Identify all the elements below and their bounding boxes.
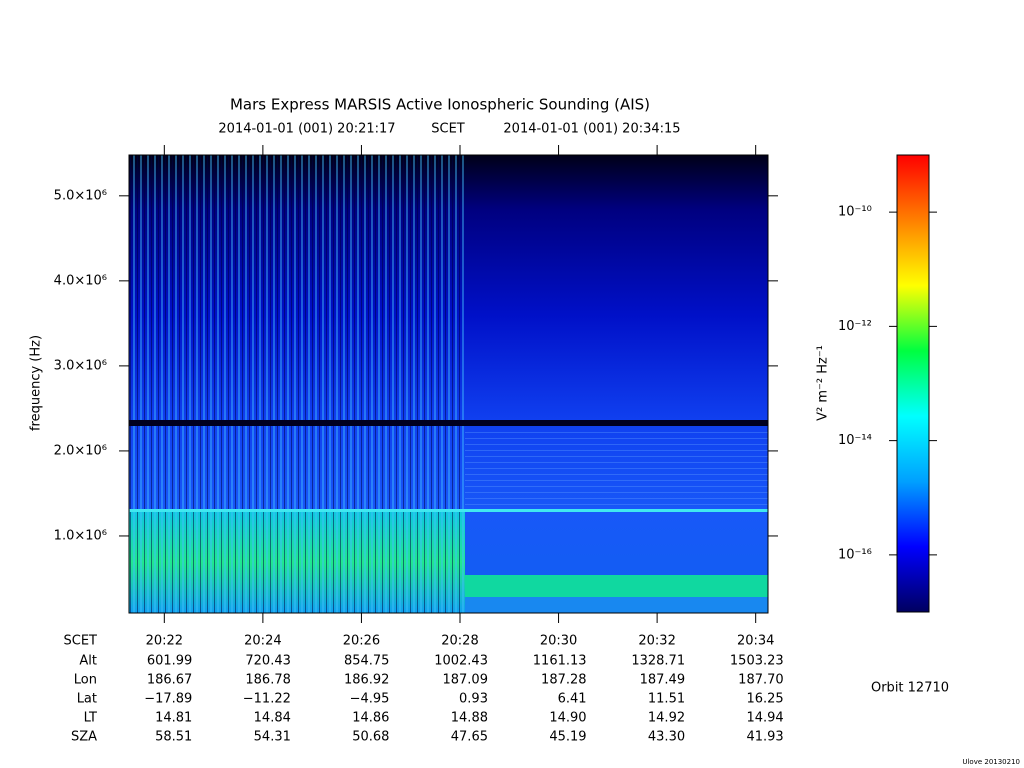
colorbar-tick-label: 10⁻¹⁶ <box>838 547 872 562</box>
ephemeris-value: 14.90 <box>549 711 586 726</box>
cyan-line <box>129 509 768 512</box>
ephemeris-value: 16.25 <box>746 692 783 707</box>
ephemeris-value: 45.19 <box>549 730 586 745</box>
x-tick-label: 20:28 <box>441 634 478 649</box>
ephemeris-value: 186.92 <box>344 673 390 688</box>
ephemeris-value: 1503.23 <box>730 654 784 669</box>
ephemeris-value: 1161.13 <box>533 654 587 669</box>
credit: Ulove 20130210 <box>962 758 1020 766</box>
orbit: Orbit 12710 <box>871 681 949 696</box>
ephemeris-value: 14.86 <box>352 711 389 726</box>
ephemeris-value: −11.22 <box>243 692 291 707</box>
dark-line <box>129 420 768 426</box>
chart-title: Mars Express MARSIS Active Ionospheric S… <box>230 96 650 114</box>
ephemeris-value: 854.75 <box>344 654 390 669</box>
y-tick-label: 4.0×10⁶ <box>54 273 107 288</box>
colorbar-tick-label: 10⁻¹⁰ <box>838 205 872 220</box>
plasma-echo-stripes <box>129 512 465 613</box>
end-time: 2014-01-01 (001) 20:34:15 <box>503 122 680 137</box>
x-tick-label: 20:30 <box>540 634 577 649</box>
harmonic-lines <box>465 430 768 510</box>
ephemeris-value: 186.67 <box>147 673 193 688</box>
start-time: 2014-01-01 (001) 20:21:17 <box>218 122 395 137</box>
x-tick-label: 20:34 <box>737 634 774 649</box>
ephemeris-value: −17.89 <box>144 692 192 707</box>
ephemeris-value: 43.30 <box>648 730 685 745</box>
ephemeris-value: 187.28 <box>541 673 587 688</box>
ephemeris-value: 47.65 <box>451 730 488 745</box>
ephemeris-value: 50.68 <box>352 730 389 745</box>
x-tick-label: 20:26 <box>343 634 380 649</box>
ephemeris-value: 1328.71 <box>631 654 685 669</box>
ephemeris-value: 187.70 <box>738 673 784 688</box>
ephemeris-value: 14.94 <box>746 711 783 726</box>
spectrogram <box>128 154 769 614</box>
colorbar-label: V² m⁻² Hz⁻¹ <box>816 345 831 421</box>
ephemeris-value: 1002.43 <box>434 654 488 669</box>
ephemeris-label: Alt <box>79 654 97 669</box>
x-tick-label: 20:32 <box>638 634 675 649</box>
ephemeris-label: Lat <box>77 692 97 707</box>
ephemeris-value: 58.51 <box>155 730 192 745</box>
y-tick-label: 5.0×10⁶ <box>54 188 107 203</box>
ephemeris-value: 186.78 <box>245 673 291 688</box>
plot-frame <box>128 154 769 614</box>
ephemeris-value: 14.84 <box>254 711 291 726</box>
ephemeris-value: 14.92 <box>648 711 685 726</box>
ephemeris-value: 54.31 <box>254 730 291 745</box>
ephemeris-label: LT <box>84 711 97 726</box>
x-tick-label: 20:24 <box>244 634 281 649</box>
ephemeris-label: SZA <box>71 730 97 745</box>
low-band-edge <box>465 597 768 613</box>
time-label: SCET <box>431 122 465 137</box>
x-row-label: SCET <box>64 634 98 649</box>
colorbar <box>896 154 930 613</box>
ephemeris-value: 601.99 <box>147 654 193 669</box>
ephemeris-value: 14.88 <box>451 711 488 726</box>
ephemeris-value: 0.93 <box>459 692 488 707</box>
y-tick-label: 2.0×10⁶ <box>54 443 107 458</box>
ephemeris-label: Lon <box>74 673 97 688</box>
ephemeris-value: 187.49 <box>640 673 686 688</box>
ephemeris-value: −4.95 <box>350 692 390 707</box>
ephemeris-value: 6.41 <box>558 692 587 707</box>
y-tick-label: 3.0×10⁶ <box>54 358 107 373</box>
colorbar-tick-label: 10⁻¹⁴ <box>838 433 872 448</box>
ephemeris-value: 11.51 <box>648 692 685 707</box>
ephemeris-value: 41.93 <box>746 730 783 745</box>
x-tick-label: 20:22 <box>146 634 183 649</box>
y-tick-label: 1.0×10⁶ <box>54 528 107 543</box>
ephemeris-value: 14.81 <box>155 711 192 726</box>
ephemeris-value: 720.43 <box>245 654 291 669</box>
ephemeris-value: 187.09 <box>442 673 488 688</box>
colorbar-tick-label: 10⁻¹² <box>838 319 872 334</box>
low-band <box>465 575 768 597</box>
y-axis-label: frequency (Hz) <box>29 335 44 431</box>
